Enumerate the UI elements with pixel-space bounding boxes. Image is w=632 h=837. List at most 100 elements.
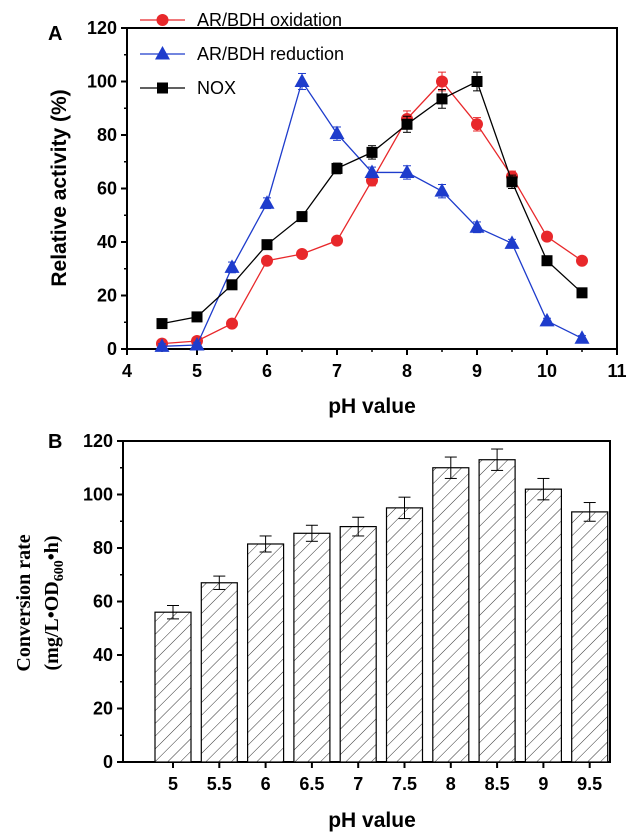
legend-marker xyxy=(157,82,168,94)
panel-b-bars xyxy=(154,448,609,763)
panel-b-x-tick-label: 9.5 xyxy=(577,774,602,794)
data-point-nox xyxy=(226,279,238,291)
data-point-ar-bdh-reduction xyxy=(224,259,240,273)
bar-group xyxy=(385,496,424,763)
panel-a-y-axis-label: Relative activity (%) xyxy=(48,89,71,286)
data-point-ar-bdh-oxidation xyxy=(226,317,238,330)
data-point-nox xyxy=(576,287,588,299)
data-point-ar-bdh-reduction xyxy=(294,73,310,87)
data-point-nox xyxy=(296,211,308,223)
data-point-ar-bdh-oxidation xyxy=(331,234,343,247)
series-nox xyxy=(156,71,588,330)
data-point-ar-bdh-reduction xyxy=(504,235,520,249)
legend-label: AR/BDH reduction xyxy=(197,44,344,64)
panel-b-y-tick-label: 60 xyxy=(93,592,113,612)
panel-a-x-tick-label: 4 xyxy=(122,361,132,381)
panel-b-y-tick-label: 100 xyxy=(83,485,113,505)
panel-b-y-tick-label: 20 xyxy=(93,699,113,719)
data-point-ar-bdh-reduction xyxy=(189,336,205,351)
panel-a-x-axis-label: pH value xyxy=(328,395,416,418)
data-point-ar-bdh-reduction xyxy=(469,219,485,233)
series-ar-bdh-reduction xyxy=(154,72,590,352)
data-point-ar-bdh-reduction xyxy=(259,195,275,209)
panel-b-x-tick-label: 6.5 xyxy=(299,774,324,794)
bar-group xyxy=(571,502,609,763)
panel-a-x-tick-label: 8 xyxy=(402,361,412,381)
panel-b-x-tick-label: 5 xyxy=(168,774,178,794)
bar-group xyxy=(339,516,377,763)
bar xyxy=(571,511,609,763)
panel-b-y-axis-label-line1: Conversion rate xyxy=(13,534,35,671)
data-point-ar-bdh-reduction xyxy=(434,183,450,197)
data-point-ar-bdh-reduction xyxy=(399,164,415,178)
data-point-ar-bdh-reduction xyxy=(329,125,345,140)
panel-b-y-tick-label: 40 xyxy=(93,645,113,665)
legend-label: AR/BDH oxidation xyxy=(197,10,342,30)
legend-entry-ar-bdh-reduction: AR/BDH reduction xyxy=(140,44,344,64)
series-ar-bdh-oxidation xyxy=(156,71,588,350)
series-line-ar-bdh-reduction xyxy=(161,79,583,347)
panel-a-x-tick-label: 9 xyxy=(472,361,482,381)
data-point-nox xyxy=(261,239,273,251)
panel-b-x-tick-label: 7 xyxy=(353,774,363,794)
bar xyxy=(524,488,563,763)
bar xyxy=(478,459,516,763)
bar xyxy=(432,467,470,763)
bar-group xyxy=(154,605,192,763)
data-point-ar-bdh-reduction xyxy=(574,330,590,344)
panel-a-y-tick-label: 80 xyxy=(97,125,117,145)
series-line-ar-bdh-oxidation xyxy=(161,80,583,345)
panel-a-legend: AR/BDH oxidation AR/BDH reduction NOX xyxy=(140,10,344,98)
bar-group xyxy=(524,477,563,763)
panel-b-x-tick-label: 5.5 xyxy=(207,774,232,794)
data-point-nox xyxy=(471,76,483,87)
data-point-ar-bdh-reduction xyxy=(364,164,380,178)
panel-b-x-tick-label: 8.5 xyxy=(485,774,510,794)
bar-group xyxy=(293,524,331,763)
data-point-nox xyxy=(156,318,168,330)
panel-a-y-tick-label: 0 xyxy=(107,339,117,359)
panel-b-y-axis-label-line2: (mg/L•OD600•h) xyxy=(41,535,67,670)
data-point-ar-bdh-oxidation xyxy=(261,254,273,267)
panel-a-y-tick-label: 60 xyxy=(97,179,117,199)
legend-label: NOX xyxy=(197,78,236,98)
panel-a-x-tick-label: 6 xyxy=(262,361,272,381)
bar xyxy=(247,543,285,763)
data-point-nox xyxy=(191,311,203,323)
panel-a-x-tick-label: 5 xyxy=(192,361,202,381)
panel-a-series xyxy=(154,71,590,352)
panel-a-x-tick-label: 7 xyxy=(332,361,342,381)
panel-a-axes xyxy=(126,27,618,350)
data-point-ar-bdh-oxidation xyxy=(576,254,588,267)
bar xyxy=(293,532,331,763)
panel-a-y-tick-label: 20 xyxy=(97,286,117,306)
panel-b-y-tick-label: 0 xyxy=(103,752,113,772)
bar xyxy=(200,582,238,763)
bar-group xyxy=(200,575,238,763)
data-point-nox xyxy=(541,255,553,267)
panel-a-plot-frame xyxy=(126,27,618,350)
panel-b-x-axis-label: pH value xyxy=(328,809,416,832)
legend-marker xyxy=(155,46,170,60)
panel-a-x-tick-label: 11 xyxy=(607,361,626,381)
data-point-ar-bdh-oxidation xyxy=(296,248,308,261)
data-point-nox xyxy=(436,93,448,105)
panel-b-ticks: 5 5.5 6 6.5 7 7.5 8 8.5 9 9.5 0 20 40 60 80 100 120 xyxy=(83,431,602,794)
bar-group xyxy=(478,448,516,763)
panel-a-y-tick-label: 40 xyxy=(97,232,117,252)
data-point-ar-bdh-oxidation xyxy=(471,118,483,131)
bar-group xyxy=(432,456,470,763)
bar-group xyxy=(247,535,285,763)
bar xyxy=(154,611,192,763)
panel-b-x-tick-label: 8 xyxy=(446,774,456,794)
panel-a-ticks: 4 5 6 7 8 9 10 11 0 20 40 60 80 100 120 xyxy=(87,18,627,381)
data-point-ar-bdh-oxidation xyxy=(436,75,448,88)
bar xyxy=(339,525,377,763)
data-point-nox xyxy=(331,162,343,174)
panel-a-chart: A Relative activity (%) pH value 4 5 6 7 8 9 1… xyxy=(48,10,627,418)
data-point-nox xyxy=(366,146,378,158)
legend-marker xyxy=(156,14,169,26)
bar xyxy=(385,507,424,763)
data-point-ar-bdh-reduction xyxy=(539,312,555,327)
panel-b-chart: B Conversion rate (mg/L•OD600•h) pH valu… xyxy=(13,431,611,832)
